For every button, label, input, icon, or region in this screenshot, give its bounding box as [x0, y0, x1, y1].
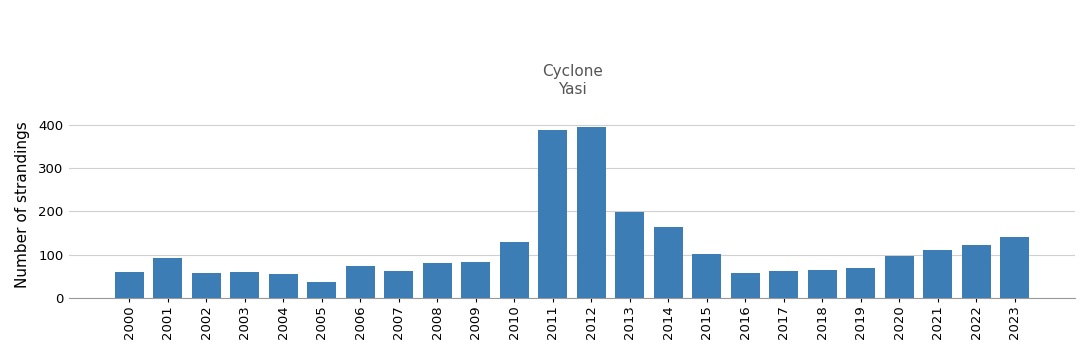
- Bar: [577, 127, 606, 298]
- Bar: [961, 245, 991, 298]
- Bar: [307, 282, 336, 298]
- Y-axis label: Number of strandings: Number of strandings: [15, 121, 31, 288]
- Bar: [808, 270, 837, 298]
- Bar: [1001, 236, 1029, 298]
- Bar: [770, 271, 798, 298]
- Bar: [654, 227, 682, 298]
- Bar: [538, 130, 567, 298]
- Bar: [192, 273, 221, 298]
- Text: Cyclone
Yasi: Cyclone Yasi: [542, 64, 603, 97]
- Bar: [923, 251, 953, 298]
- Bar: [269, 274, 298, 298]
- Bar: [847, 268, 875, 298]
- Bar: [461, 262, 490, 298]
- Bar: [885, 256, 913, 298]
- Bar: [114, 272, 144, 298]
- Bar: [423, 263, 451, 298]
- Bar: [346, 266, 375, 298]
- Bar: [731, 273, 760, 298]
- Bar: [616, 212, 644, 298]
- Bar: [500, 242, 529, 298]
- Bar: [385, 271, 413, 298]
- Bar: [154, 258, 182, 298]
- Bar: [230, 272, 259, 298]
- Bar: [692, 253, 722, 298]
